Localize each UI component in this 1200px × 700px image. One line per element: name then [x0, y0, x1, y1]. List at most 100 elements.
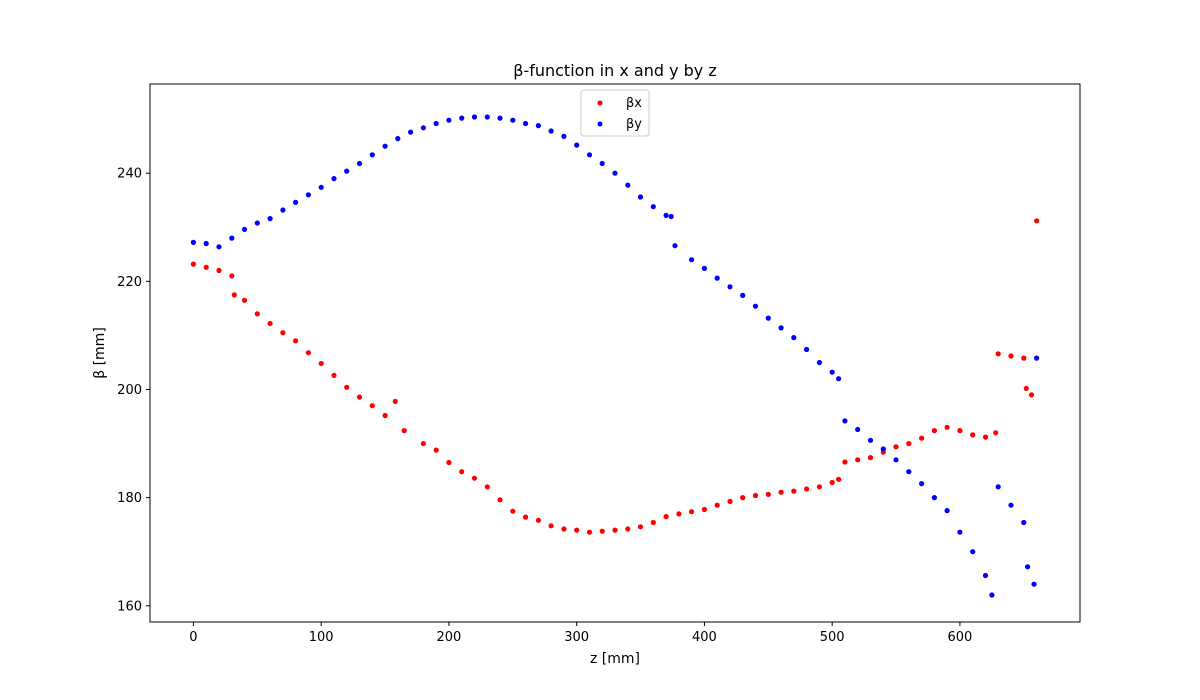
data-point: [637, 194, 644, 200]
legend-label-by: βy: [626, 117, 642, 132]
legend-marker-by: [597, 121, 603, 127]
legend: βx βy: [580, 89, 650, 137]
data-point: [855, 426, 861, 433]
series-bx: [190, 218, 1040, 535]
data-point: [190, 239, 196, 245]
data-point: [561, 133, 567, 139]
data-point: [280, 330, 286, 336]
data-point: [293, 199, 299, 205]
data-point: [970, 432, 976, 438]
data-point: [701, 506, 708, 513]
data-point: [382, 143, 388, 149]
data-point: [906, 469, 912, 475]
data-point: [548, 523, 554, 529]
data-point: [778, 489, 784, 495]
data-point: [625, 526, 631, 532]
data-point: [392, 398, 398, 404]
data-point: [241, 297, 248, 303]
data-point: [356, 160, 363, 167]
series-by: [190, 114, 1040, 598]
data-point: [957, 428, 963, 434]
data-point: [668, 213, 674, 220]
data-point: [836, 476, 842, 482]
data-point: [637, 524, 644, 530]
data-point: [714, 275, 720, 281]
data-point: [663, 212, 669, 218]
data-point: [241, 226, 248, 232]
y-tick-label: 160: [117, 599, 142, 614]
data-point: [944, 424, 950, 430]
data-point: [740, 292, 746, 298]
data-point: [216, 267, 222, 274]
data-point: [752, 303, 759, 309]
data-point: [433, 447, 439, 453]
data-point: [446, 117, 452, 123]
data-point: [714, 502, 720, 508]
data-point: [842, 459, 848, 465]
data-point: [1025, 564, 1031, 570]
plot-frame: [149, 83, 1081, 623]
data-point: [982, 572, 989, 579]
data-point: [944, 508, 950, 514]
data-point: [829, 479, 835, 486]
data-point: [778, 325, 784, 331]
y-tick-label: 200: [117, 383, 142, 398]
data-point: [727, 498, 733, 504]
data-point: [970, 549, 976, 555]
y-axis-ticks: 160 180 200 220 240: [117, 167, 150, 614]
data-point: [1008, 502, 1014, 508]
data-point: [203, 264, 209, 270]
data-point: [919, 435, 925, 441]
data-point: [752, 492, 759, 499]
data-point: [689, 257, 695, 263]
data-point: [318, 184, 324, 190]
data-point: [446, 459, 452, 466]
data-point: [672, 243, 678, 249]
data-point: [612, 527, 618, 533]
data-point: [395, 136, 401, 142]
data-point: [293, 338, 299, 344]
x-tick-label: 200: [437, 630, 462, 645]
data-point: [331, 372, 337, 378]
data-point: [229, 235, 235, 241]
data-point: [689, 509, 695, 515]
data-point: [893, 457, 899, 463]
x-tick-label: 100: [309, 630, 334, 645]
chart-title: β-function in x and y by z: [513, 61, 717, 80]
data-point: [267, 216, 273, 222]
x-axis-ticks: 0 100 200 300 400 500 600: [189, 622, 972, 645]
data-point: [931, 428, 938, 434]
data-point: [305, 192, 311, 198]
data-point: [548, 128, 554, 134]
data-point: [1034, 218, 1040, 224]
y-tick-label: 240: [117, 167, 142, 182]
data-point: [804, 486, 810, 492]
data-point: [893, 444, 899, 450]
data-point: [574, 142, 580, 148]
data-point: [356, 394, 363, 400]
data-point: [484, 114, 490, 120]
data-point: [497, 497, 503, 503]
legend-label-bx: βx: [626, 96, 642, 111]
data-point: [535, 517, 542, 523]
data-point: [484, 484, 490, 490]
data-point: [816, 359, 823, 366]
data-point: [574, 527, 580, 533]
data-point: [957, 529, 963, 535]
data-point: [369, 403, 375, 409]
data-point: [995, 351, 1001, 357]
data-point: [369, 152, 375, 158]
data-point: [791, 335, 797, 341]
x-tick-label: 0: [189, 630, 197, 645]
data-point: [459, 469, 465, 475]
y-axis-label: β [mm]: [92, 327, 108, 379]
data-point: [318, 360, 324, 367]
data-point: [804, 346, 810, 353]
data-point: [989, 592, 995, 598]
data-point: [993, 430, 999, 436]
data-point: [599, 160, 605, 167]
data-point: [344, 384, 350, 390]
data-point: [420, 125, 426, 131]
data-point: [701, 265, 708, 271]
